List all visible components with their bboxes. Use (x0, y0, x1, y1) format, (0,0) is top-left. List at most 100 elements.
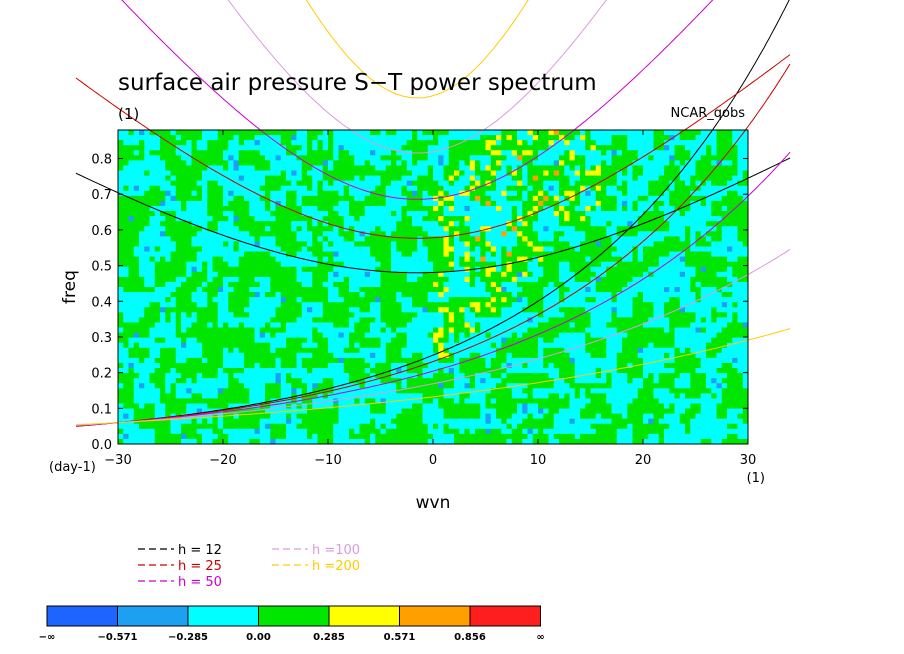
heatmap-cell (732, 170, 739, 177)
heatmap-cell (653, 130, 660, 136)
heatmap-cell (170, 297, 177, 303)
heatmap-cell (648, 145, 655, 151)
heatmap-cell (737, 195, 744, 202)
heatmap-cell (459, 297, 466, 303)
heatmap-cell (328, 130, 334, 136)
heatmap-cell (653, 170, 660, 177)
heatmap-cell (249, 190, 256, 197)
heatmap-cell (643, 140, 649, 146)
heatmap-cell (664, 145, 670, 151)
heatmap-cell (286, 221, 292, 227)
heatmap-cell (574, 271, 581, 278)
heatmap-cell (721, 175, 728, 182)
heatmap-cell (438, 241, 445, 248)
heatmap-cell (238, 150, 245, 156)
heatmap-cell (669, 180, 676, 187)
heatmap-cell (259, 236, 266, 243)
heatmap-cell (706, 170, 712, 177)
heatmap-cell (244, 337, 250, 344)
heatmap-cell (438, 307, 445, 313)
heatmap-cell (517, 307, 523, 313)
heatmap-cell (737, 246, 744, 253)
heatmap-cell (291, 140, 298, 146)
heatmap-cell (606, 241, 613, 248)
heatmap-cell (343, 160, 350, 167)
heatmap-cell (191, 170, 198, 177)
heatmap-cell (286, 160, 292, 167)
heatmap-cell (595, 170, 602, 177)
heatmap-cell (270, 165, 277, 172)
heatmap-cell (690, 292, 697, 298)
heatmap-cell (301, 135, 308, 141)
heatmap-cell (165, 287, 172, 293)
heatmap-cell (643, 312, 649, 318)
heatmap-cell (454, 135, 460, 141)
heatmap-cell (616, 216, 623, 222)
heatmap-cell (223, 332, 229, 339)
heatmap-cell (585, 266, 592, 273)
heatmap-cell (585, 140, 592, 146)
heatmap-cell (616, 261, 623, 268)
heatmap-cell (690, 226, 697, 232)
heatmap-cell (538, 221, 544, 227)
heatmap-cell (312, 281, 319, 288)
heatmap-cell (396, 256, 403, 263)
heatmap-cell (286, 170, 292, 177)
heatmap-cell (606, 165, 613, 172)
heatmap-cell (595, 241, 602, 248)
heatmap-cell (359, 337, 366, 344)
heatmap-cell (186, 185, 193, 192)
heatmap-cell (632, 221, 639, 227)
heatmap-cell (700, 266, 707, 273)
heatmap-cell (700, 297, 707, 303)
heatmap-cell (464, 287, 471, 293)
heatmap-cell (412, 317, 418, 324)
heatmap-cell (643, 221, 649, 227)
heatmap-cell (527, 332, 534, 339)
heatmap-cell (711, 135, 718, 141)
heatmap-cell (280, 195, 287, 202)
heatmap-cell (553, 281, 560, 288)
heatmap-cell (454, 205, 460, 212)
heatmap-cell (643, 175, 649, 182)
heatmap-cell (249, 236, 256, 243)
heatmap-cell (133, 185, 140, 192)
heatmap-cell (217, 276, 224, 283)
heatmap-cell (622, 236, 628, 243)
heatmap-cell (249, 297, 256, 303)
heatmap-cell (354, 297, 361, 303)
heatmap-cell (564, 276, 571, 283)
heatmap-cell (123, 200, 130, 207)
heatmap-cell (716, 130, 723, 136)
heatmap-cell (732, 236, 739, 243)
heatmap-cell (653, 322, 660, 329)
heatmap-cell (280, 271, 287, 278)
heatmap-cell (511, 251, 518, 258)
heatmap-cell (606, 256, 613, 263)
heatmap-cell (538, 317, 544, 324)
heatmap-cell (433, 302, 439, 308)
heatmap-cell (123, 337, 130, 344)
heatmap-cell (291, 211, 298, 217)
heatmap-cell (233, 297, 240, 303)
heatmap-cell (543, 236, 550, 243)
heatmap-cell (170, 256, 177, 263)
heatmap-cell (118, 312, 124, 318)
heatmap-cell (385, 130, 392, 136)
heatmap-cell (286, 271, 292, 278)
heatmap-cell (259, 317, 266, 324)
heatmap-cell (564, 200, 571, 207)
heatmap-cell (406, 287, 413, 293)
heatmap-cell (464, 297, 471, 303)
heatmap-cell (501, 190, 508, 197)
heatmap-cell (196, 261, 203, 268)
heatmap-cell (527, 155, 534, 161)
heatmap-cell (506, 246, 513, 253)
heatmap-cell (480, 302, 487, 308)
heatmap-cell (700, 175, 707, 182)
heatmap-cell (186, 231, 193, 237)
heatmap-cell (123, 261, 130, 268)
heatmap-cell (643, 256, 649, 263)
heatmap-cell (343, 332, 350, 339)
heatmap-cell (469, 261, 476, 268)
